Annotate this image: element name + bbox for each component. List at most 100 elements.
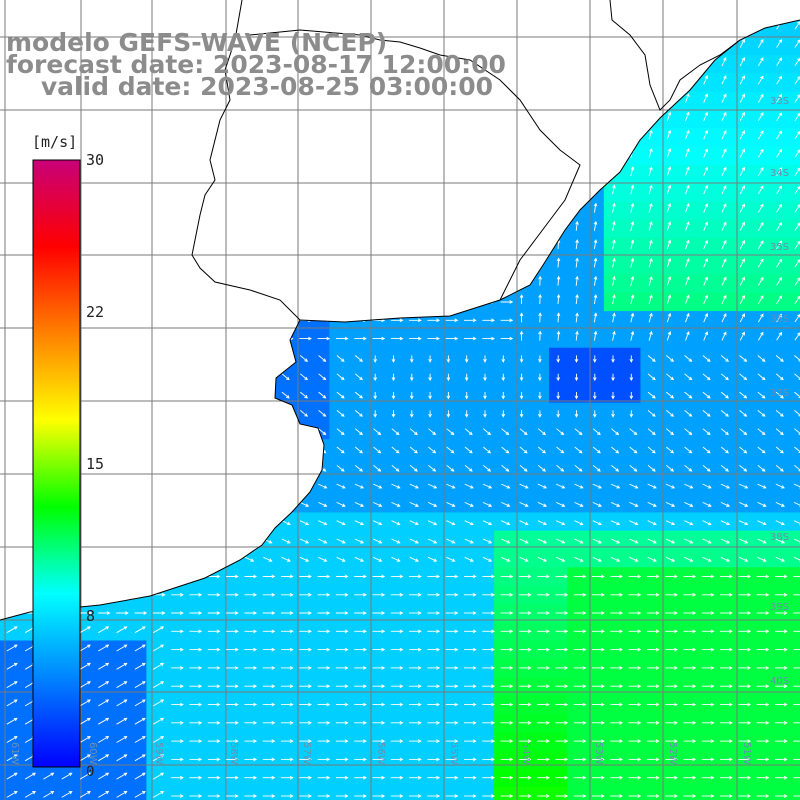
wind-arrow-head <box>139 358 144 362</box>
wind-arrow-head <box>417 117 422 121</box>
wind-speed-cell <box>18 109 38 129</box>
wind-arrow <box>666 221 671 231</box>
wind-arrow <box>557 185 560 195</box>
wind-speed-cell <box>659 0 678 19</box>
wind-arrow <box>501 520 510 525</box>
wind-speed-cell <box>786 128 800 147</box>
wind-arrow-head <box>415 540 419 544</box>
wind-speed-cell <box>220 0 239 19</box>
wind-speed-cell <box>530 109 550 129</box>
wind-arrow-head <box>649 92 653 98</box>
wind-arrow-head <box>760 331 764 336</box>
wind-arrow <box>612 112 615 122</box>
wind-speed-cell <box>183 109 202 129</box>
wind-arrow-head <box>778 331 783 336</box>
wind-speed-cell <box>769 0 788 19</box>
wind-arrow-head <box>723 75 727 80</box>
wind-arrow <box>593 57 597 67</box>
wind-arrow-head <box>594 2 597 5</box>
wind-speed-cell <box>55 0 74 19</box>
wind-arrow <box>666 355 674 362</box>
wind-speed-cell <box>512 128 532 147</box>
wind-arrow <box>721 222 727 231</box>
wind-arrow-head <box>509 226 514 231</box>
wind-arrow <box>757 556 766 562</box>
wind-arrow-head <box>417 245 422 249</box>
wind-speed-cell <box>292 164 312 184</box>
wind-arrow-head <box>234 318 239 323</box>
wind-arrow-head <box>436 300 441 304</box>
wind-arrow-head <box>630 20 635 24</box>
wind-arrow-head <box>501 358 506 363</box>
wind-arrow-head <box>125 263 129 268</box>
wind-arrow-head <box>304 413 309 417</box>
wind-arrow-head <box>649 202 653 207</box>
wind-speed-cell <box>91 109 111 129</box>
wind-speed-cell <box>0 384 19 404</box>
wind-speed-cell <box>109 128 129 147</box>
wind-arrow <box>775 410 784 417</box>
wind-arrow-head <box>396 558 401 562</box>
wind-arrow-head <box>778 75 783 80</box>
wind-arrow-head <box>706 468 711 472</box>
wind-arrow <box>574 483 583 489</box>
wind-arrow-head <box>106 300 111 304</box>
wind-arrow-head <box>743 468 748 472</box>
wind-arrow-head <box>362 117 367 121</box>
wind-speed-cell <box>549 91 568 111</box>
wind-arrow-head <box>286 395 290 399</box>
wind-speed-cell <box>256 512 276 532</box>
wind-arrow-head <box>509 62 514 66</box>
wind-arrow-head <box>107 8 110 11</box>
wind-arrow <box>373 556 382 562</box>
wind-arrow-head <box>524 503 529 507</box>
wind-arrow <box>409 464 418 472</box>
wind-arrow <box>776 222 782 231</box>
wind-arrow <box>629 556 638 562</box>
wind-arrow-head <box>761 431 766 436</box>
wind-arrow <box>702 483 712 489</box>
wind-arrow-head <box>176 468 180 472</box>
wind-arrow <box>336 483 346 489</box>
wind-speed-cell <box>146 347 166 367</box>
wind-arrow-head <box>726 521 731 526</box>
wind-arrow <box>757 428 766 435</box>
wind-arrow-head <box>253 153 258 158</box>
wind-arrow-head <box>15 190 20 194</box>
wind-speed-cell <box>311 274 330 294</box>
wind-arrow <box>409 428 418 435</box>
wind-speed-cell <box>695 36 715 56</box>
wind-arrow <box>720 520 730 525</box>
wind-arrow-head <box>450 449 455 454</box>
wind-speed-cell <box>164 786 184 800</box>
wind-arrow <box>171 446 180 454</box>
wind-arrow-head <box>399 300 404 304</box>
wind-speed-cell <box>0 494 19 513</box>
wind-speed-cell <box>439 164 459 184</box>
wind-arrow-head <box>630 74 635 79</box>
wind-speed-cell <box>109 256 129 276</box>
wind-arrow <box>794 464 800 472</box>
wind-arrow-head <box>509 592 514 597</box>
wind-arrow-head <box>231 468 235 472</box>
wind-speed-cell <box>237 292 257 312</box>
wind-arrow-head <box>629 358 634 363</box>
wind-arrow-head <box>289 629 294 634</box>
wind-arrow-head <box>726 540 731 544</box>
wind-arrow-head <box>13 626 18 630</box>
wind-arrow-head <box>686 74 690 79</box>
wind-arrow-head <box>216 190 221 194</box>
wind-arrow <box>263 373 271 380</box>
wind-arrow-head <box>360 540 365 544</box>
wind-arrow-head <box>780 358 784 362</box>
wind-arrow-head <box>704 184 709 189</box>
wind-arrow <box>592 556 602 562</box>
wind-speed-cell <box>165 0 184 19</box>
wind-arrow <box>684 428 692 435</box>
wind-arrow-head <box>308 153 312 158</box>
wind-arrow <box>739 428 747 435</box>
wind-speed-cell <box>402 292 422 312</box>
wind-speed-cell <box>549 219 568 239</box>
wind-arrow-head <box>704 294 709 299</box>
wind-arrow-head <box>399 263 404 268</box>
